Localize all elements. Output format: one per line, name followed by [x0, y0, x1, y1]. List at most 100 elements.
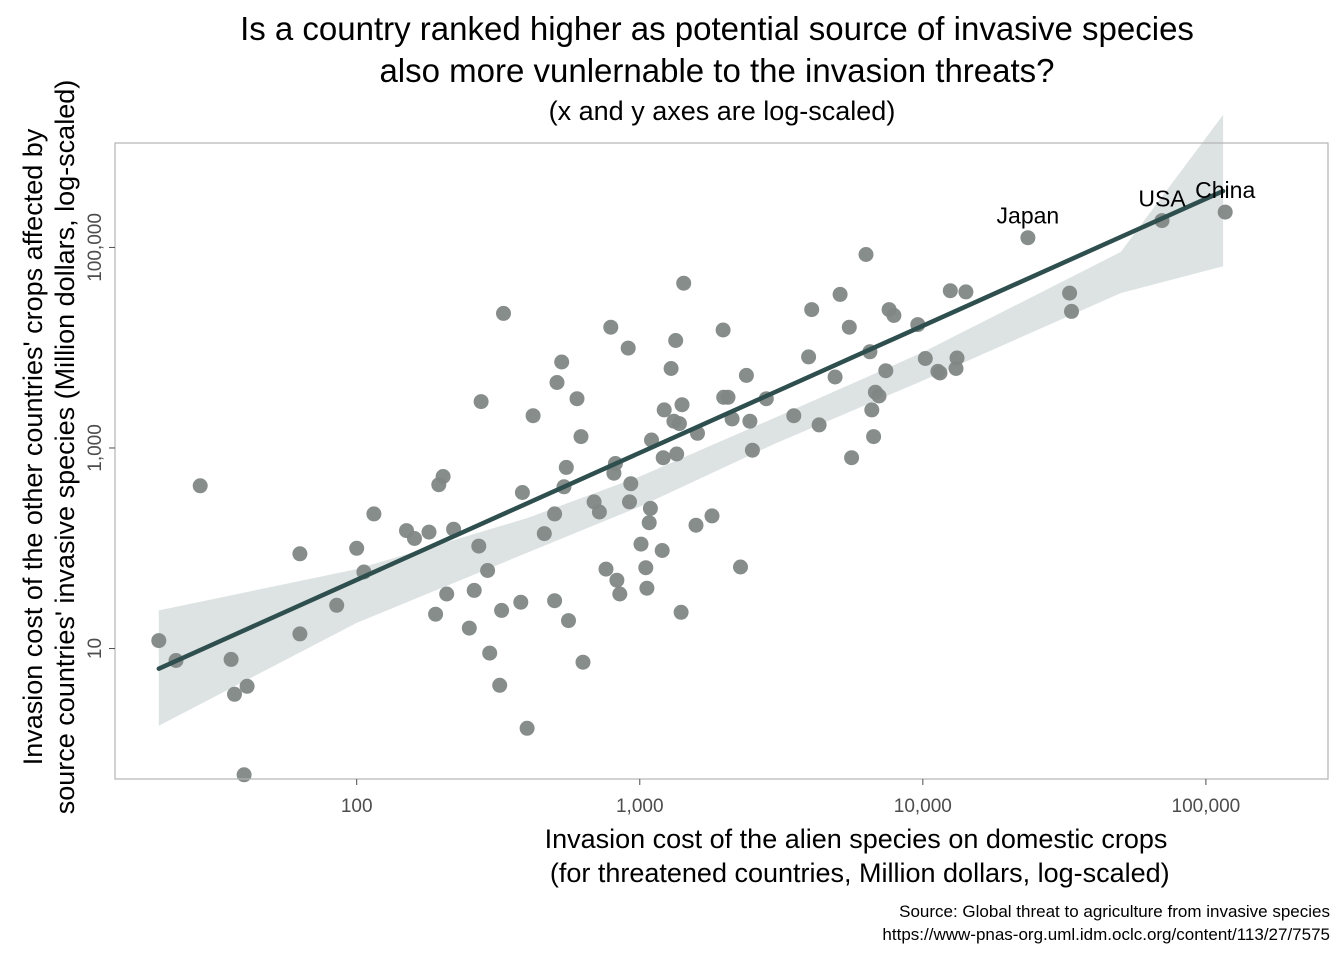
data-point — [192, 478, 208, 494]
data-point — [668, 333, 684, 348]
data-point — [673, 604, 689, 620]
data-point — [804, 302, 820, 318]
data-point — [917, 351, 933, 366]
point-annotation-usa: USA — [1138, 186, 1186, 212]
data-point — [832, 286, 848, 302]
y-axis-label-line-2: source countries' invasive species (Mill… — [50, 80, 80, 814]
data-point — [1020, 230, 1036, 246]
data-point — [844, 450, 860, 466]
data-point — [227, 686, 242, 702]
data-point — [471, 538, 487, 554]
x-tick-label: 1,000 — [616, 796, 664, 817]
data-point — [569, 391, 585, 407]
y-tick-label: 10 — [85, 638, 106, 659]
data-point — [841, 319, 857, 335]
data-points-layer — [151, 204, 1233, 783]
data-point — [536, 526, 552, 542]
axis-layer: 100 1,000 10,000 100,000 10 1,000 100,000 — [85, 142, 1329, 817]
data-point — [480, 563, 496, 578]
data-point — [801, 349, 817, 365]
x-tick-label: 10,000 — [894, 796, 952, 817]
data-point — [466, 582, 482, 598]
y-tick-label: 1,000 — [85, 424, 106, 472]
data-point — [639, 580, 655, 596]
data-point — [428, 606, 444, 622]
data-point — [669, 446, 685, 462]
x-tick-label: 100,000 — [1172, 796, 1241, 817]
data-point — [482, 645, 498, 661]
data-point — [236, 767, 252, 783]
chart-title-line-2: also more vunlernable to the invasion th… — [379, 52, 1055, 89]
data-point — [654, 543, 670, 558]
data-point — [1217, 204, 1233, 220]
data-point — [239, 678, 255, 694]
data-point — [609, 572, 625, 588]
data-point — [932, 365, 948, 381]
data-point — [878, 363, 894, 379]
data-point — [688, 517, 704, 533]
data-point — [1062, 285, 1078, 301]
y-tick-label: 100,000 — [85, 213, 106, 282]
data-point — [349, 540, 365, 556]
data-point — [554, 354, 570, 370]
data-point — [641, 515, 657, 531]
data-point — [871, 388, 887, 404]
data-point — [494, 602, 510, 618]
data-point — [715, 322, 731, 338]
data-point — [786, 408, 802, 424]
y-axis-label-line-1: Invasion cost of the other countries' cr… — [18, 128, 48, 765]
data-point — [513, 594, 529, 610]
data-point — [598, 561, 614, 577]
data-point — [623, 476, 639, 492]
data-point — [591, 504, 607, 520]
data-point — [858, 247, 874, 262]
data-point — [435, 469, 451, 484]
chart-title-line-1: Is a country ranked higher as potential … — [240, 10, 1194, 47]
data-point — [642, 500, 658, 516]
data-point — [674, 397, 690, 413]
data-point — [656, 402, 672, 418]
data-point — [638, 560, 654, 576]
fit-line-layer — [156, 188, 1226, 671]
data-point — [620, 340, 636, 356]
data-point — [573, 429, 589, 445]
data-point — [561, 613, 576, 629]
data-point — [738, 367, 754, 383]
data-point — [612, 586, 628, 602]
data-point — [733, 559, 748, 575]
data-point — [496, 305, 511, 321]
data-point — [223, 651, 239, 667]
data-point — [514, 485, 530, 500]
data-point — [704, 508, 720, 524]
data-point — [525, 408, 541, 424]
data-point — [633, 536, 649, 552]
data-point — [519, 720, 535, 736]
data-point — [663, 361, 679, 376]
data-point — [949, 350, 965, 366]
data-point — [603, 319, 619, 335]
confidence-band-layer — [158, 114, 1224, 726]
data-point — [558, 459, 574, 475]
data-point — [549, 375, 565, 390]
data-point — [622, 494, 637, 510]
data-point — [575, 654, 591, 670]
data-point — [866, 429, 882, 445]
confidence-band — [158, 114, 1224, 726]
data-point — [473, 394, 489, 410]
point-annotation-japan: Japan — [997, 203, 1060, 229]
data-point — [742, 413, 758, 429]
data-point — [676, 275, 692, 291]
data-point — [720, 389, 736, 405]
data-point — [886, 307, 902, 323]
data-point — [366, 506, 382, 522]
chart-subtitle: (x and y axes are log-scaled) — [548, 96, 896, 126]
data-point — [671, 416, 687, 432]
data-point — [292, 546, 308, 562]
data-point — [461, 620, 477, 636]
data-point — [827, 369, 843, 385]
data-point — [864, 402, 880, 418]
data-point — [811, 417, 827, 433]
data-point — [421, 524, 437, 540]
data-point — [547, 593, 563, 609]
